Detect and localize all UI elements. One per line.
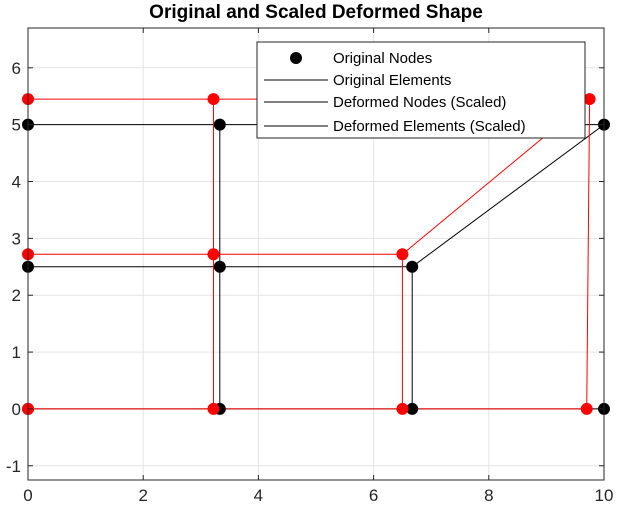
deformed-node-5: [207, 248, 220, 261]
legend-marker-0: [290, 52, 302, 64]
deformed-node-8: [207, 93, 220, 106]
original-element-12: [411, 124, 605, 268]
y-tick-label-5: 4: [12, 173, 21, 192]
legend-label-3: Deformed Elements (Scaled): [333, 118, 526, 135]
legend-box: [256, 41, 586, 139]
deformed-node-1: [207, 402, 220, 415]
y-tick-label-1: 0: [12, 400, 21, 419]
legend-label-0: Original Nodes: [333, 50, 432, 67]
y-tick-label-4: 3: [12, 229, 21, 248]
axes-box: [27, 27, 605, 481]
deformed-node-3: [580, 402, 593, 415]
original-node-5: [213, 260, 226, 273]
x-tick-label-5: 10: [595, 486, 614, 505]
x-tick-label-2: 4: [254, 486, 263, 505]
x-tick-label-4: 8: [484, 486, 493, 505]
deformed-node-6: [396, 248, 409, 261]
y-tick-label-7: 6: [12, 59, 21, 78]
original-node-6: [406, 260, 419, 273]
y-tick-label-3: 2: [12, 286, 21, 305]
x-tick-label-1: 2: [138, 486, 147, 505]
original-node-2: [406, 402, 419, 415]
deformed-node-2: [396, 402, 409, 415]
legend-label-2: Deformed Nodes (Scaled): [333, 94, 506, 111]
x-tick-label-0: 0: [23, 486, 32, 505]
y-tick-label-0: -1: [6, 457, 21, 476]
y-tick-label-6: 5: [12, 116, 21, 135]
y-tick-label-2: 1: [12, 343, 21, 362]
x-tick-label-3: 6: [369, 486, 378, 505]
chart-title: Original and Scaled Deformed Shape: [149, 2, 483, 23]
legend: Original Nodes Original Elements Deformed …: [256, 41, 586, 139]
deformed-node-9: [583, 93, 596, 106]
deformed-element-13: [586, 99, 591, 409]
legend-label-1: Original Elements: [333, 72, 451, 89]
original-node-8: [213, 118, 226, 131]
